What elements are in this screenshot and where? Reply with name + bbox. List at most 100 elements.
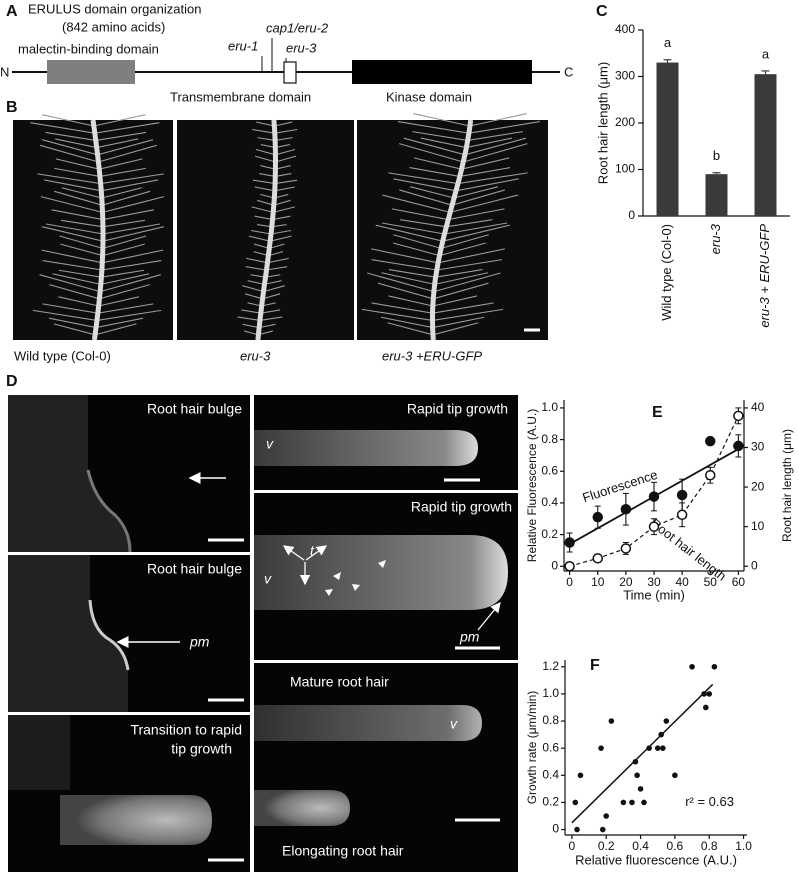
root-hair (51, 209, 103, 221)
root (429, 119, 474, 341)
image-background (177, 120, 354, 340)
x-tick-label: 0 (566, 575, 573, 589)
root-hair (256, 121, 275, 127)
root-hair (409, 167, 460, 177)
root-hair (252, 128, 275, 134)
root-hair (275, 148, 296, 156)
data-point (574, 826, 580, 833)
data-point (629, 799, 635, 806)
y-tick-label: 0.2 (541, 527, 558, 541)
root-hair (61, 187, 102, 199)
root-hair (58, 296, 99, 307)
root-hair (102, 243, 145, 257)
mutation-label: eru-1 (228, 38, 258, 53)
root-hair (60, 219, 104, 228)
root-hair (442, 224, 510, 242)
data-point (706, 691, 713, 697)
root-hair (250, 274, 266, 278)
root-hair (259, 173, 276, 177)
data-point (634, 772, 640, 779)
y2-tick-label: 0 (751, 558, 758, 572)
root-hair (95, 317, 144, 329)
root-hair (393, 234, 442, 249)
root-hair (259, 316, 283, 321)
y-tick-label: 0.4 (541, 495, 558, 509)
root-hair (44, 179, 102, 192)
y2-tick-label: 30 (751, 440, 765, 454)
root-hair (444, 222, 508, 235)
data-point (577, 772, 584, 779)
root-hair (432, 308, 504, 321)
data-point (702, 704, 709, 711)
root-hair (436, 259, 503, 271)
data-point (701, 691, 707, 697)
root-hair (274, 179, 298, 185)
micrograph-marker: t (310, 543, 315, 559)
x-tick-label: 60 (732, 575, 746, 589)
root-hair (102, 223, 161, 235)
root-hair (101, 187, 142, 199)
diagram-title: ERULUS domain organization (28, 1, 201, 16)
root-hair (255, 148, 276, 156)
data-point (599, 826, 606, 833)
y-axis-label: Root hair length (μm) (595, 62, 610, 184)
root-hair (433, 272, 501, 293)
root-hair (448, 208, 505, 221)
root-hair (242, 285, 264, 293)
root-hair (272, 215, 291, 221)
image-caption: eru-3 +ERU-GFP (382, 348, 482, 363)
data-point (676, 489, 688, 501)
root-hair (273, 206, 295, 213)
data-point (733, 410, 744, 422)
y-tick-label: 100 (615, 162, 635, 176)
root-hair (377, 282, 434, 300)
micrograph-label: tip growth (171, 741, 232, 757)
root-hair (260, 309, 281, 314)
root-hair (93, 114, 146, 127)
root-hair (96, 309, 162, 321)
root-hair (101, 260, 162, 271)
root-hair (388, 268, 436, 278)
panel-label: F (590, 657, 600, 674)
root-hair (263, 285, 285, 293)
micrograph-marker: v (266, 436, 274, 452)
image-caption: Wild type (Col-0) (14, 348, 111, 363)
data-point (620, 543, 632, 554)
root-hair (41, 139, 98, 156)
data-point (603, 813, 610, 819)
y2-tick-label: 40 (751, 400, 765, 414)
data-point (592, 553, 603, 564)
micrograph-label: Mature root hair (290, 674, 389, 690)
bar (754, 74, 777, 216)
panel-label: C (596, 3, 608, 20)
root-hair (49, 317, 97, 329)
root-hair (242, 323, 260, 329)
root-hair (55, 138, 97, 149)
root-hair (99, 284, 150, 300)
root-hair (252, 179, 276, 185)
root (255, 119, 279, 341)
root-hair (102, 219, 145, 228)
panel-label: D (6, 373, 18, 390)
root-hair (102, 209, 155, 221)
root-hair (275, 155, 297, 163)
root-hair (267, 257, 289, 264)
root-hair (42, 114, 94, 127)
root-hair (420, 137, 467, 149)
root-hair (253, 251, 269, 257)
root-hair (393, 242, 440, 257)
root-hair (387, 322, 434, 336)
root-hair (54, 167, 101, 177)
root-hair (246, 257, 268, 264)
x-tick-label: 0.6 (667, 839, 684, 853)
micrograph: Root hair bulge (8, 395, 250, 553)
y-tick-label: 0.6 (542, 740, 559, 754)
root-hair (102, 249, 164, 264)
panel-label: E (652, 404, 663, 421)
y2-tick-label: 20 (751, 479, 765, 493)
root-hair (467, 131, 524, 141)
y-axis-label: Relative Fluorescence (A.U.) (525, 409, 539, 562)
root-hair (453, 186, 499, 199)
root-hair (55, 158, 100, 170)
